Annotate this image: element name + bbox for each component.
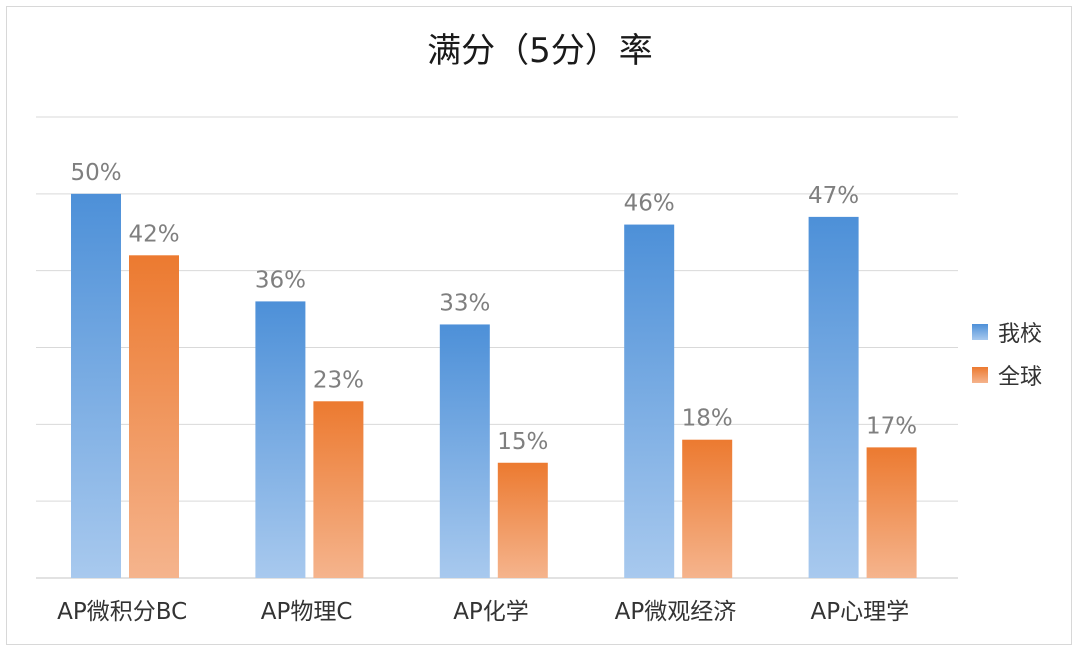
bar-global-4 (682, 439, 733, 578)
legend-label-global: 全球 (998, 365, 1042, 390)
bar-global-3 (497, 462, 548, 578)
bar-school-2 (255, 301, 306, 578)
data-label: 23% (313, 367, 364, 393)
legend-label-school: 我校 (998, 322, 1042, 347)
bar-school-4 (624, 224, 675, 579)
bar-school-1 (71, 193, 121, 579)
data-label: 33% (439, 290, 490, 316)
legend-swatch-school (972, 324, 988, 340)
x-tick-label: AP心理学 (810, 599, 909, 625)
bar-global-1 (129, 255, 179, 579)
x-tick-label: AP化学 (453, 599, 529, 625)
bar-global-5 (866, 447, 917, 578)
x-axis-tick-labels: AP微积分BC AP物理C AP化学 AP微观经济 AP心理学 (57, 599, 909, 625)
gridlines (36, 116, 958, 579)
x-tick-label: AP微积分BC (57, 599, 187, 625)
data-label: 42% (128, 221, 179, 247)
x-tick-label: AP微观经济 (615, 599, 737, 625)
data-label: 18% (682, 406, 733, 432)
data-label: 47% (808, 183, 859, 209)
bar-school-5 (808, 216, 859, 578)
data-label: 17% (866, 413, 917, 439)
data-label: 46% (624, 191, 675, 217)
bars (71, 193, 917, 579)
x-tick-label: AP物理C (261, 599, 353, 625)
data-labels: 50% 42% 36% 23% 33% 15% 46% 18% 47% 17% (70, 160, 917, 455)
legend-swatch-global (972, 367, 988, 383)
chart-title: 满分（5分）率 (427, 31, 653, 71)
data-label: 15% (497, 429, 548, 455)
bar-school-3 (439, 324, 490, 578)
data-label: 36% (255, 267, 306, 293)
bar-global-2 (313, 401, 364, 578)
data-label: 50% (70, 160, 121, 186)
